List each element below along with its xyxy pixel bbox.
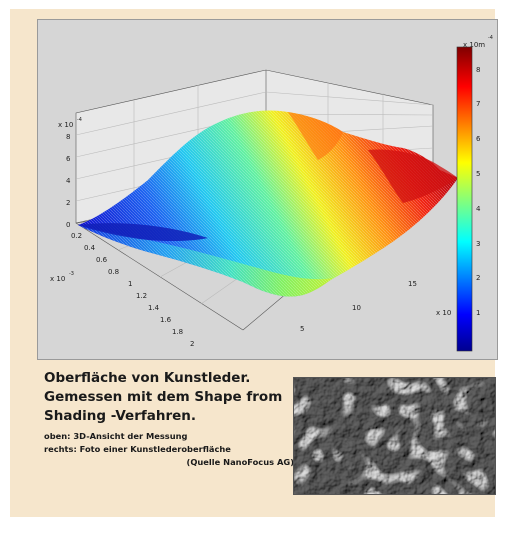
colorbar-exponent-power: -4 xyxy=(488,35,493,41)
surface-plot-figure: x 10 -4 0 2 4 6 8 x 10 -3 0.2 0.4 0.6 0.… xyxy=(37,19,498,360)
colorbar-exponent-label: x 10m xyxy=(463,41,485,49)
caption-title-line: Gemessen mit dem Shape from xyxy=(44,389,283,405)
leather-photo xyxy=(293,377,496,495)
surface-plot: x 10 -4 0 2 4 6 8 x 10 -3 0.2 0.4 0.6 0.… xyxy=(50,35,493,352)
colorbar-tick: 6 xyxy=(476,135,481,143)
figure-caption: Oberfläche von Kunstleder. Gemessen mit … xyxy=(44,369,294,469)
x-tick: 15 xyxy=(408,280,417,288)
surface-mesh xyxy=(78,110,458,297)
y-tick: 0.8 xyxy=(108,268,119,276)
y-exponent-power: -3 xyxy=(69,271,74,277)
z-tick: 8 xyxy=(66,133,70,141)
caption-note-line: rechts: Foto einer Kunstlederoberfläche xyxy=(44,444,231,454)
y-tick: 1 xyxy=(128,280,132,288)
z-exponent-power: -4 xyxy=(77,117,82,123)
colorbar-tick: 1 xyxy=(476,309,480,317)
y-tick: 1.2 xyxy=(136,292,147,300)
colorbar-gradient xyxy=(456,46,473,352)
y-tick: 0.4 xyxy=(84,244,96,252)
y-tick: 1.4 xyxy=(148,304,160,312)
caption-title-line: Oberfläche von Kunstleder. xyxy=(44,370,251,386)
leather-texture-icon xyxy=(294,378,495,494)
document-panel: x 10 -4 0 2 4 6 8 x 10 -3 0.2 0.4 0.6 0.… xyxy=(10,9,498,517)
z-tick: 2 xyxy=(66,199,70,207)
z-axis: x 10 -4 0 2 4 6 8 xyxy=(58,117,82,229)
colorbar-tick: 5 xyxy=(476,170,480,178)
colorbar: x 10m -4 1 2 3 4 5 6 7 8 xyxy=(456,35,493,352)
caption-source: (Quelle NanoFocus AG) xyxy=(186,457,294,467)
y-tick: 1.8 xyxy=(172,328,183,336)
caption-title-line: Shading -Verfahren. xyxy=(44,408,197,424)
y-exponent-label: x 10 xyxy=(50,275,65,283)
x-axis: 5 10 15 x 10 xyxy=(300,280,451,333)
x-tick: 5 xyxy=(300,325,304,333)
y-axis: x 10 -3 0.2 0.4 0.6 0.8 1 1.2 1.4 1.6 1.… xyxy=(50,232,194,348)
colorbar-tick: 8 xyxy=(476,66,480,74)
colorbar-tick: 7 xyxy=(476,100,480,108)
y-tick: 1.6 xyxy=(160,316,172,324)
colorbar-tick: 3 xyxy=(476,240,480,248)
x-exponent-label: x 10 xyxy=(436,309,451,317)
colorbar-tick: 4 xyxy=(476,205,481,213)
z-exponent-label: x 10 xyxy=(58,121,73,129)
z-tick: 4 xyxy=(66,177,71,185)
y-tick: 0.6 xyxy=(96,256,108,264)
z-tick: 6 xyxy=(66,155,71,163)
x-tick: 10 xyxy=(352,304,361,312)
caption-note-line: oben: 3D-Ansicht der Messung xyxy=(44,431,188,441)
colorbar-tick: 2 xyxy=(476,274,480,282)
y-tick: 2 xyxy=(190,340,194,348)
y-tick: 0.2 xyxy=(71,232,82,240)
z-tick: 0 xyxy=(66,221,70,229)
